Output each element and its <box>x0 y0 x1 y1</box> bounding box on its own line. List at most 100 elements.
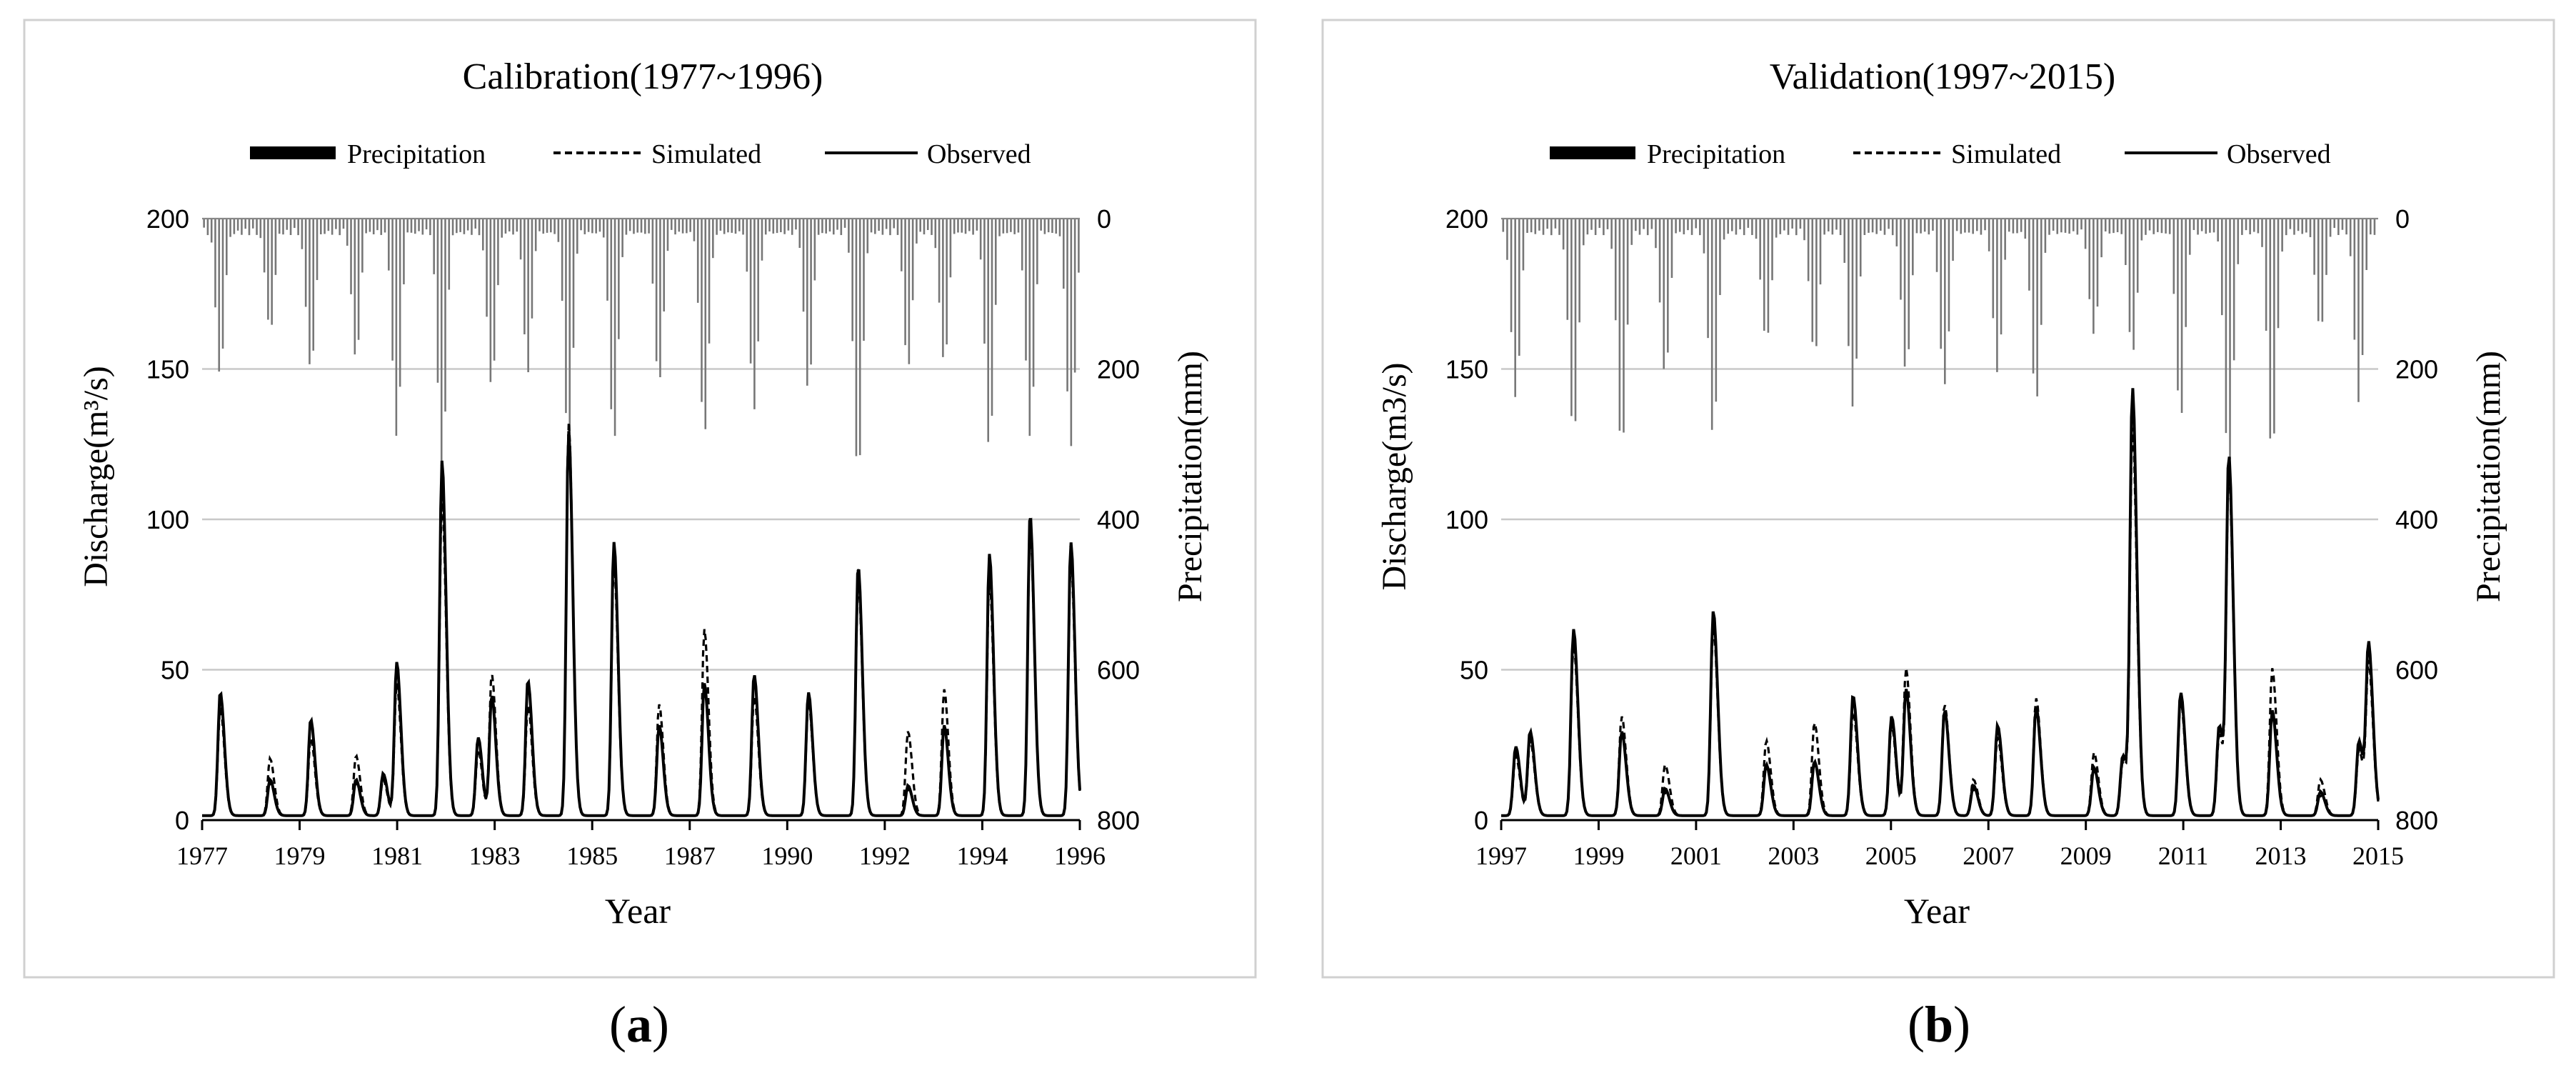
panel-b: Validation(1997~2015) Precipitation Simu… <box>1321 19 2555 1053</box>
panel-b-y2tick-label: 0 <box>2395 204 2410 234</box>
panel-a-observed-peak-point <box>567 434 571 437</box>
panel-a-observed-series-line <box>202 431 1081 817</box>
panel-a-xtick-label: 1996 <box>1054 842 1106 870</box>
panel-b-observed-peak-point <box>2217 728 2221 732</box>
panel-b-xlabel: Year <box>1904 891 1970 931</box>
panel-b-ytick-label: 200 <box>1445 204 1488 234</box>
panel-b-ytick-label: 150 <box>1445 355 1488 384</box>
panel-b-observed-peak-point <box>2130 394 2134 398</box>
panel-a-y2tick-label: 0 <box>1097 204 1111 234</box>
panel-b-observed-peak-point <box>1904 692 1908 696</box>
legend-observed-label: Observed <box>927 139 1031 169</box>
panel-a-observed-peak-point <box>395 665 399 669</box>
legend-precipitation-label: Precipitation <box>347 139 486 169</box>
panel-b-ylabel: Discharge(m3/s) <box>1375 362 1413 590</box>
panel-a-observed-peak-point <box>612 544 616 548</box>
panel-b-observed-peak-point <box>1972 788 1975 792</box>
panel-b-observed-peak-point <box>2034 710 2038 714</box>
panel-b-observed-peak-point <box>1851 698 1855 702</box>
panel-b-observed-peak-point <box>1890 719 1893 723</box>
panel-a-observed-peak-point <box>269 782 272 786</box>
panel-a-observed-peak-point <box>381 777 385 780</box>
panel-a-label-letter: a <box>626 996 652 1053</box>
panel-b-observed-peak-point <box>1620 734 1623 738</box>
panel-a-observed-peak-point <box>703 686 706 689</box>
panel-b-observed-peak-point <box>2179 695 2182 699</box>
panel-a-observed-peak-point <box>752 677 756 681</box>
panel-a-observed-peak-point <box>219 695 222 699</box>
panel-a: Calibration(1977~1996) Precipitation Sim… <box>23 19 1257 1053</box>
legend-simulated-label: Simulated <box>651 139 761 169</box>
panel-b-xtick-label: 1999 <box>1573 842 1624 870</box>
panel-b-frame <box>1321 19 2555 979</box>
panel-b-label: (b) <box>1908 996 1970 1053</box>
panel-a-observed-peak-point <box>354 782 358 786</box>
panel-a-xtick-label: 1981 <box>371 842 423 870</box>
panel-a-xlabel: Year <box>605 891 671 931</box>
panel-b-xtick-label: 2007 <box>1963 842 2014 870</box>
panel-b-observed-peak-point <box>2357 743 2361 747</box>
panel-b-observed-peak-point <box>1528 734 1532 738</box>
panel-a-y2label: Precipitation(mm) <box>1171 351 1209 602</box>
panel-b-observed-peak-point <box>1943 713 1946 717</box>
panel-b-xtick-label: 2015 <box>2352 842 2404 870</box>
panel-a-xtick-label: 1994 <box>956 842 1008 870</box>
panel-a-y2tick-label: 800 <box>1097 806 1140 835</box>
panel-a-observed-peak-point <box>988 557 991 560</box>
panel-a-ylabel-text: Discharge(m³/s) <box>77 366 115 587</box>
panel-b-observed-peak-point <box>2367 650 2370 654</box>
panel-b-xtick-label: 2001 <box>1670 842 1722 870</box>
panel-b-ytick-label: 100 <box>1445 505 1488 534</box>
panel-a-observed-peak-point <box>657 728 661 732</box>
panel-a-ytick-label: 200 <box>146 204 189 234</box>
panel-b-observed-series-line <box>1501 388 2380 817</box>
panel-a-observed-peak-point <box>942 728 946 732</box>
panel-b-y2tick-label: 200 <box>2395 355 2438 384</box>
panel-a-y2tick-label: 600 <box>1097 656 1140 685</box>
panel-b-xtick-label: 1997 <box>1475 842 1527 870</box>
panel-a-title: Calibration(1977~1996) <box>463 56 823 97</box>
panel-a-observed-peak-point <box>490 698 493 702</box>
panel-a-ytick-label: 150 <box>146 355 189 384</box>
panel-b-observed-peak-point <box>1813 764 1816 768</box>
panel-b-xtick-label: 2005 <box>1865 842 1917 870</box>
panel-b-observed-peak-point <box>2092 770 2095 774</box>
panel-a-plot: 0 50 100 150 200 0 200 400 600 800 1977 1979 1981 198… <box>146 204 1140 870</box>
panel-b-xtick-label: 2003 <box>1768 842 1819 870</box>
panel-a-observed-peak-point <box>440 464 443 467</box>
panel-a-xtick-label: 1987 <box>664 842 716 870</box>
panel-a-xtick-label: 1990 <box>761 842 813 870</box>
legend-precipitation-label: Precipitation <box>1647 139 1785 169</box>
panel-b-observed-peak-point <box>1572 632 1575 635</box>
panel-b-observed-peak-point <box>2319 794 2322 798</box>
panel-a-y2tick-label: 400 <box>1097 505 1140 534</box>
panel-a-label: (a) <box>609 996 669 1053</box>
panel-b-observed-peak-point <box>1663 792 1667 795</box>
panel-a-xtick-label: 1985 <box>566 842 618 870</box>
panel-a-frame <box>23 19 1257 979</box>
panel-b-observed-peak-point <box>1765 767 1768 771</box>
panel-b-observed-peak-point <box>1514 749 1518 753</box>
panel-a-xtick-label: 1983 <box>469 842 521 870</box>
panel-b-label-letter: b <box>1925 996 1953 1053</box>
panel-a-observed-peak-point <box>476 740 480 744</box>
panel-a-ytick-label: 0 <box>175 806 189 835</box>
panel-b-y2tick-label: 600 <box>2395 656 2438 685</box>
panel-a-observed-peak-point <box>1028 518 1032 521</box>
legend-precipitation-swatch <box>1550 146 1635 159</box>
panel-a-observed-peak-point <box>856 569 860 572</box>
panel-b-y2tick-label: 800 <box>2395 806 2438 835</box>
panel-a-observed-peak-point <box>526 683 530 687</box>
panel-b-xtick-label: 2013 <box>2255 842 2307 870</box>
panel-a-ylabel: Discharge(m³/s) <box>77 366 115 587</box>
panel-a-xtick-label: 1979 <box>274 842 326 870</box>
panel-b-ytick-label: 0 <box>1474 806 1488 835</box>
panel-a-ytick-label: 50 <box>161 656 189 685</box>
panel-b-observed-peak-point <box>1711 614 1715 617</box>
panel-b-title: Validation(1997~2015) <box>1770 56 2116 97</box>
panel-b-observed-peak-point <box>1995 728 1999 732</box>
panel-a-observed-peak-point <box>309 722 313 726</box>
panel-a-ytick-label: 100 <box>146 505 189 534</box>
panel-a-xtick-label: 1977 <box>176 842 228 870</box>
